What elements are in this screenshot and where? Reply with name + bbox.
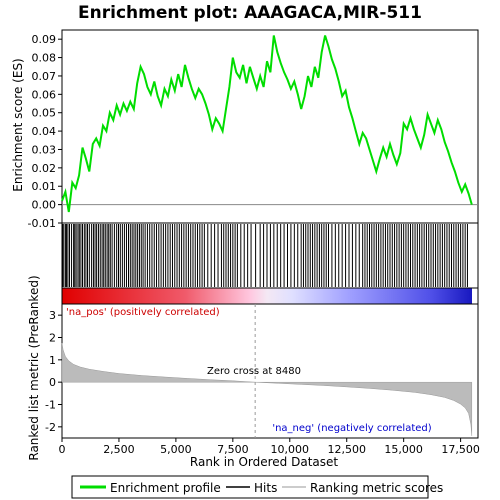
es-y-tick-label: 0.03 (32, 143, 57, 156)
hits-panel (61, 222, 479, 289)
es-panel-frame (61, 29, 479, 224)
metric-panel: -2 -1 0 1 2 3 0 2,500 5,000 7,500 10,000 12,500 15,… (27, 275, 480, 469)
es-y-tick-label: 0.07 (32, 70, 57, 83)
x-tick-label: 12,500 (327, 443, 366, 456)
x-tick-label: 17,500 (441, 443, 480, 456)
es-panel: -0.01 0.00 0.01 0.02 0.03 0.04 0.05 0.06 0.07 0.0… (11, 29, 479, 230)
es-y-tick-label: 0.00 (32, 199, 57, 212)
metric-y-axis: -2 -1 0 1 2 3 (45, 309, 62, 434)
legend-metric-label: Ranking metric scores (310, 481, 443, 495)
es-y-tick-label: 0.04 (32, 125, 57, 138)
es-y-tick-label: 0.08 (32, 52, 57, 65)
x-tick-label: 7,500 (217, 443, 249, 456)
chart-title: Enrichment plot: AAAGACA,MIR-511 (78, 3, 422, 23)
rank-color-bar (61, 287, 479, 305)
es-y-tick-label: 0.09 (32, 33, 57, 46)
ranking-metric-area (61, 343, 473, 436)
hit-marks (62, 224, 468, 287)
metric-y-tick-label: -1 (45, 399, 56, 412)
es-y-axis-title: Enrichment score (ES) (11, 58, 25, 191)
es-profile-line (61, 35, 473, 213)
x-tick-label: 10,000 (271, 443, 310, 456)
legend-hits-label: Hits (254, 481, 277, 495)
x-tick-label: 2,500 (103, 443, 135, 456)
x-tick-label: 15,000 (384, 443, 423, 456)
es-y-tick-label: 0.06 (32, 88, 57, 101)
es-y-tick-label: 0.01 (32, 180, 57, 193)
metric-panel-frame (61, 303, 479, 439)
x-tick-label: 0 (59, 443, 66, 456)
legend: Enrichment profile Hits Ranking metric s… (71, 475, 443, 499)
metric-y-tick-label: 1 (49, 354, 56, 367)
metric-y-tick-label: 0 (49, 376, 56, 389)
es-y-tick-label: -0.01 (28, 217, 56, 230)
zero-cross-label: Zero cross at 8480 (207, 366, 301, 377)
x-tick-label: 5,000 (160, 443, 192, 456)
x-axis-title: Rank in Ordered Dataset (190, 455, 338, 469)
rank-gradient (62, 288, 472, 304)
es-y-tick-label: 0.02 (32, 162, 57, 175)
metric-x-axis: 0 2,500 5,000 7,500 10,000 12,500 15,000 17,500 (59, 438, 480, 456)
es-y-axis: -0.01 0.00 0.01 0.02 0.03 0.04 0.05 0.06 0.07 0.0… (28, 33, 62, 230)
metric-y-axis-title: Ranked list metric (PreRanked) (27, 275, 41, 460)
metric-y-tick-label: 2 (49, 332, 56, 345)
pos-correlated-label: 'na_pos' (positively correlated) (66, 307, 220, 318)
es-y-tick-label: 0.05 (32, 107, 57, 120)
metric-y-tick-label: 3 (49, 309, 56, 322)
legend-enrichment-label: Enrichment profile (110, 481, 221, 495)
metric-y-tick-label: -2 (45, 421, 56, 434)
neg-correlated-label: 'na_neg' (negatively correlated) (272, 423, 431, 434)
